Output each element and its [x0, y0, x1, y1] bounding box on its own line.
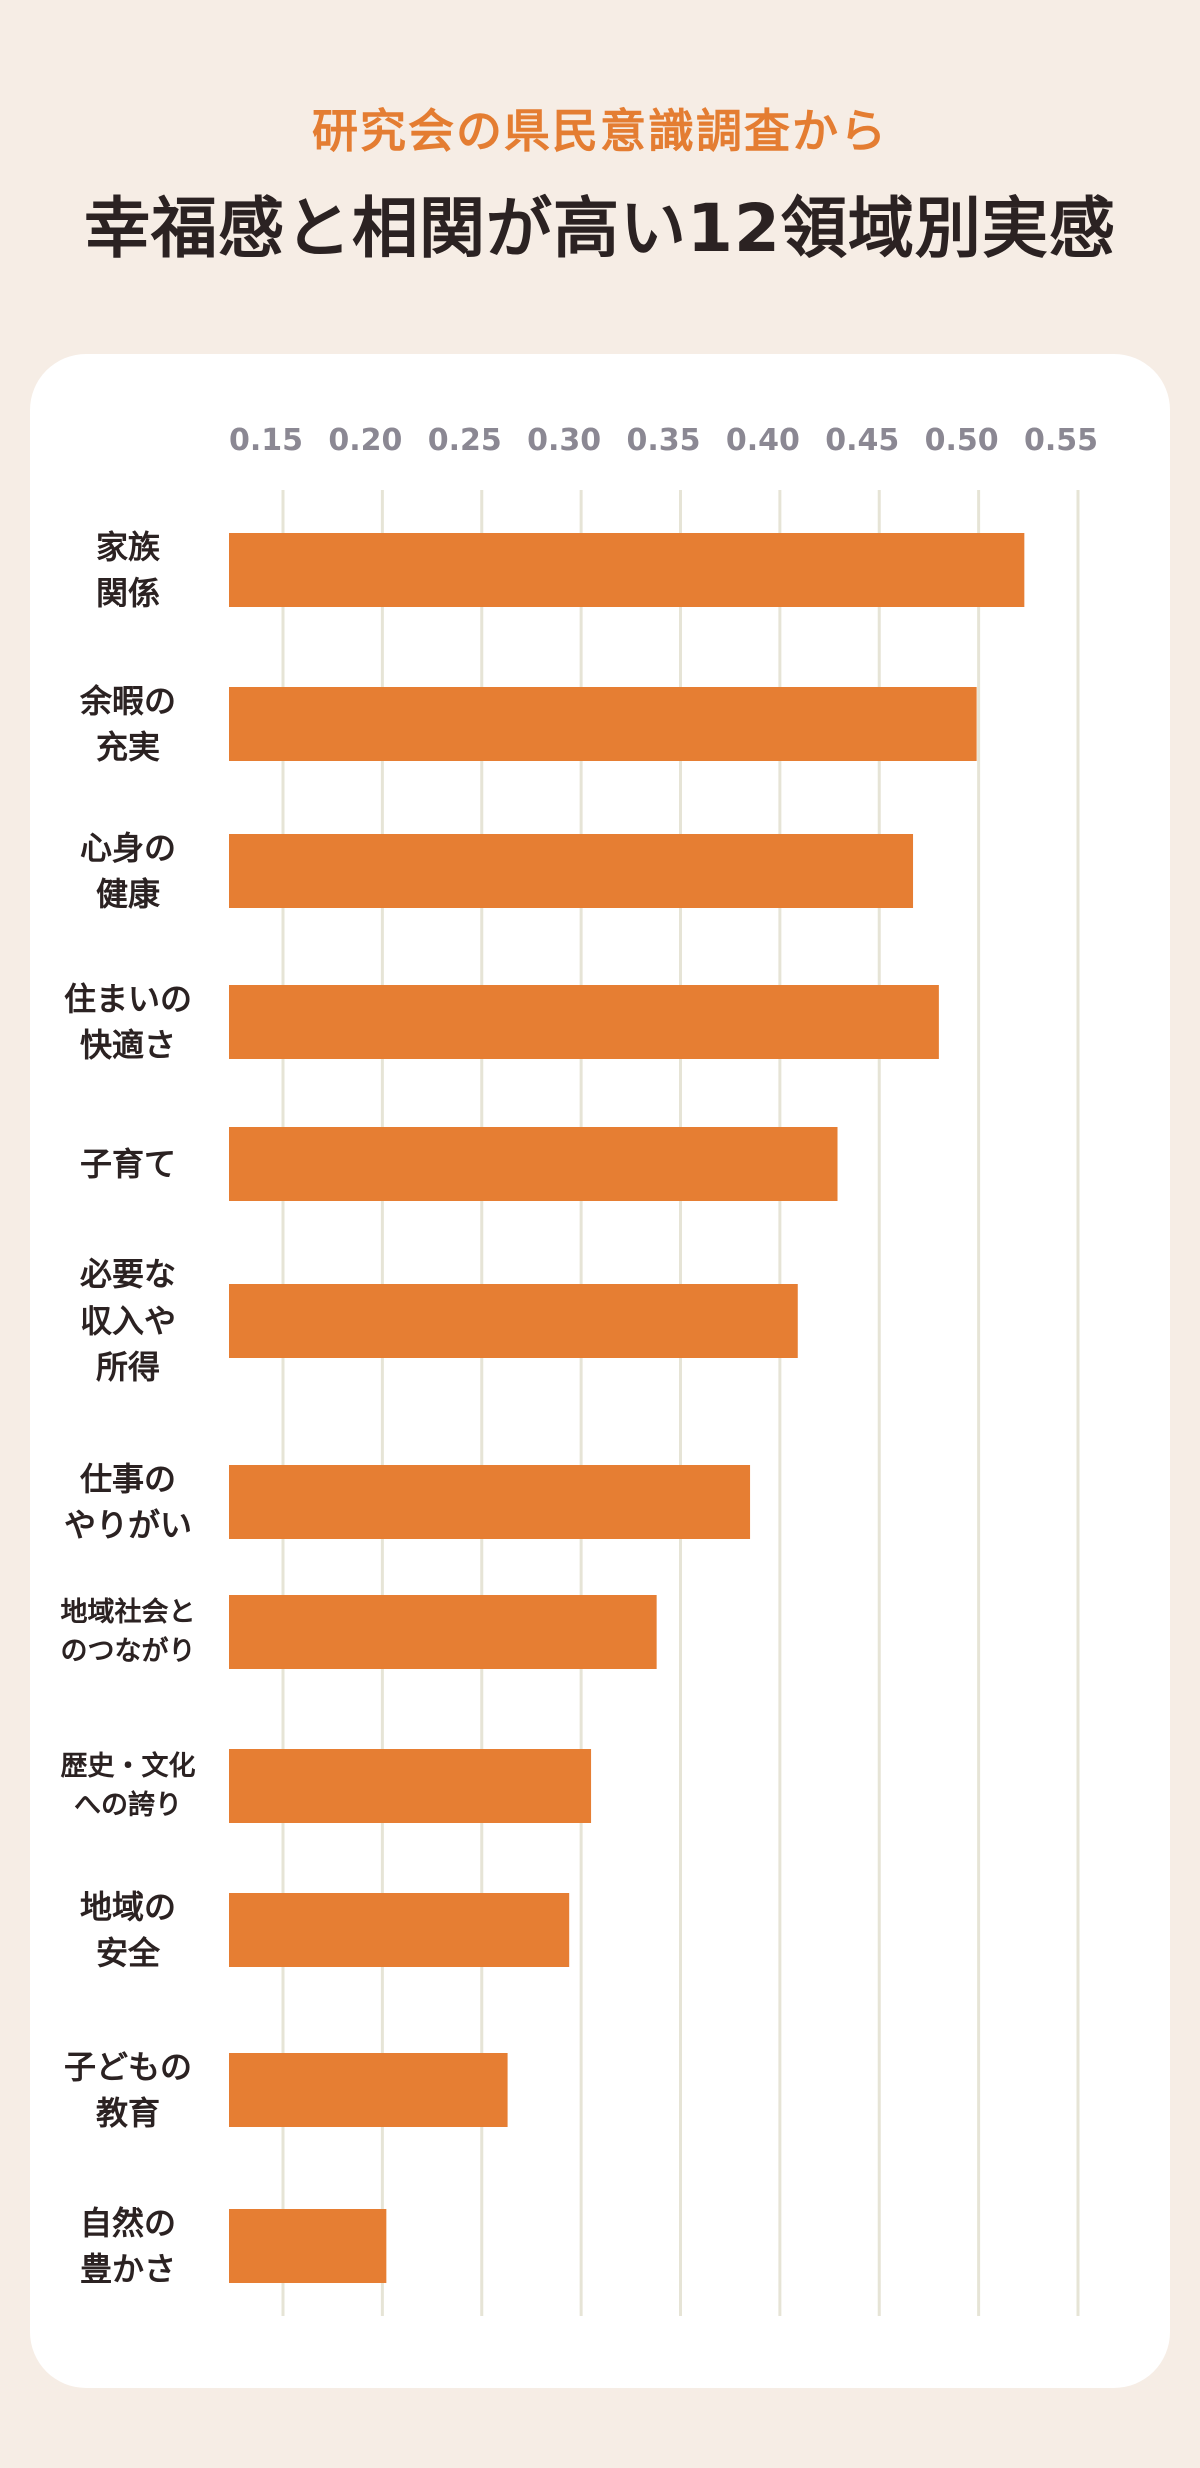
category-label: 仕事の やりがい	[63, 1459, 192, 1544]
bar	[229, 1284, 798, 1358]
bar	[229, 2209, 387, 2283]
category-label: 必要な 収入や 所得	[79, 1255, 176, 1387]
x-tick-label: 0.15	[229, 423, 303, 458]
x-tick-label: 0.35	[626, 423, 700, 458]
category-label: 余暇の 充実	[79, 681, 176, 766]
category-label: 心身の 健康	[79, 828, 176, 913]
x-tick-label: 0.50	[925, 423, 999, 458]
bar	[229, 1465, 751, 1539]
x-tick-label: 0.45	[825, 423, 899, 458]
bar	[229, 1595, 657, 1669]
bar	[229, 834, 914, 908]
bar	[229, 533, 1025, 607]
x-tick-label: 0.55	[1024, 423, 1098, 458]
x-tick-label: 0.40	[726, 423, 800, 458]
category-label: 子育て	[79, 1144, 176, 1183]
category-label: 地域の 安全	[79, 1887, 176, 1972]
bar	[229, 1127, 838, 1201]
category-label: 自然の 豊かさ	[79, 2203, 176, 2288]
bar	[229, 2053, 508, 2127]
subtitle: 研究会の県民意識調査から	[312, 104, 888, 158]
category-label: 歴史・文化 への誇り	[60, 1750, 196, 1821]
category-label: 家族 関係	[95, 527, 160, 612]
bar	[229, 1893, 570, 1967]
category-label: 子どもの 教育	[63, 2047, 192, 2132]
page-title: 幸福感と相関が高い12領域別実感	[84, 190, 1116, 267]
x-tick-label: 0.25	[428, 423, 502, 458]
x-tick-label: 0.20	[328, 423, 402, 458]
bar	[229, 687, 977, 761]
bar	[229, 985, 939, 1059]
x-tick-label: 0.30	[527, 423, 601, 458]
category-label: 地域社会と のつながり	[60, 1596, 196, 1667]
bar	[229, 1749, 592, 1823]
category-label: 住まいの 快適さ	[63, 979, 192, 1064]
